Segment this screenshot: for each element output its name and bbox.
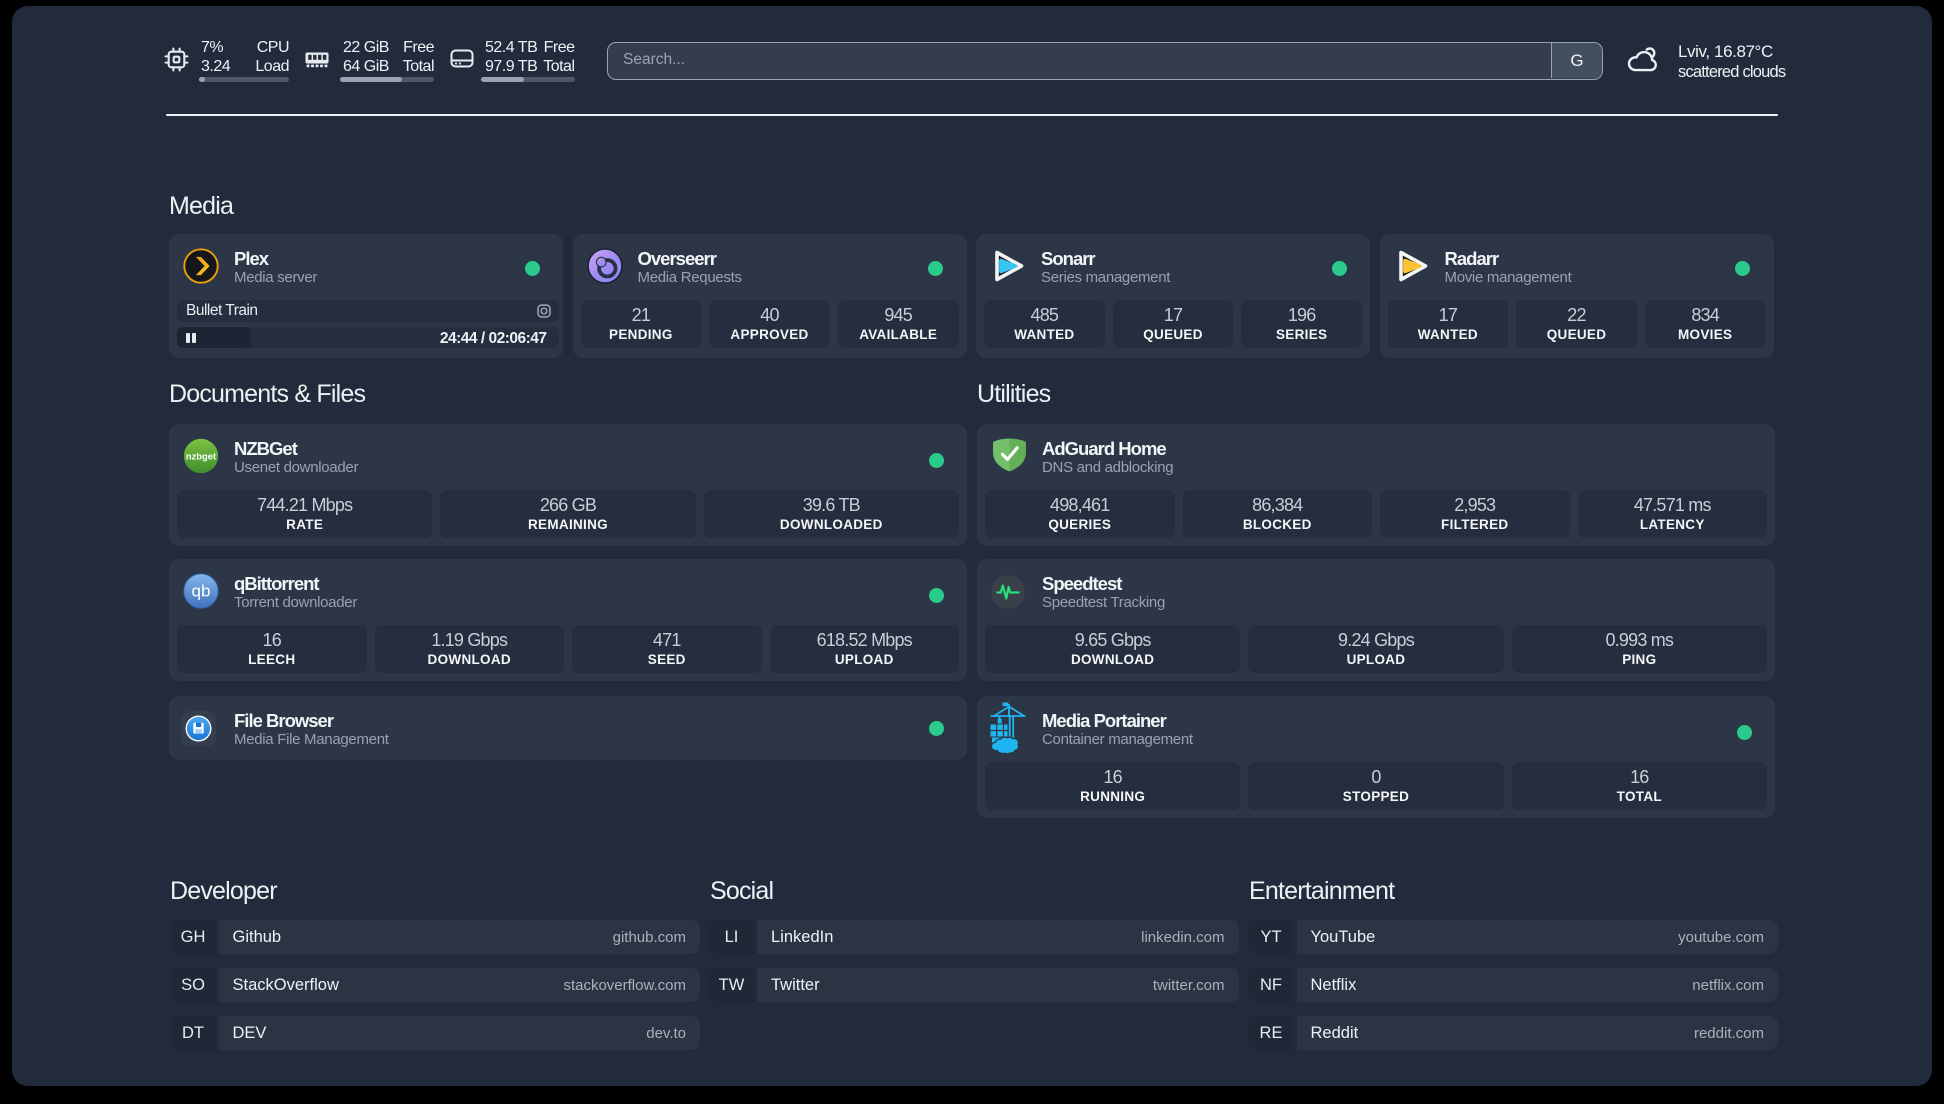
svg-text:nzbget: nzbget	[186, 451, 216, 462]
svg-text:qb: qb	[192, 582, 211, 601]
